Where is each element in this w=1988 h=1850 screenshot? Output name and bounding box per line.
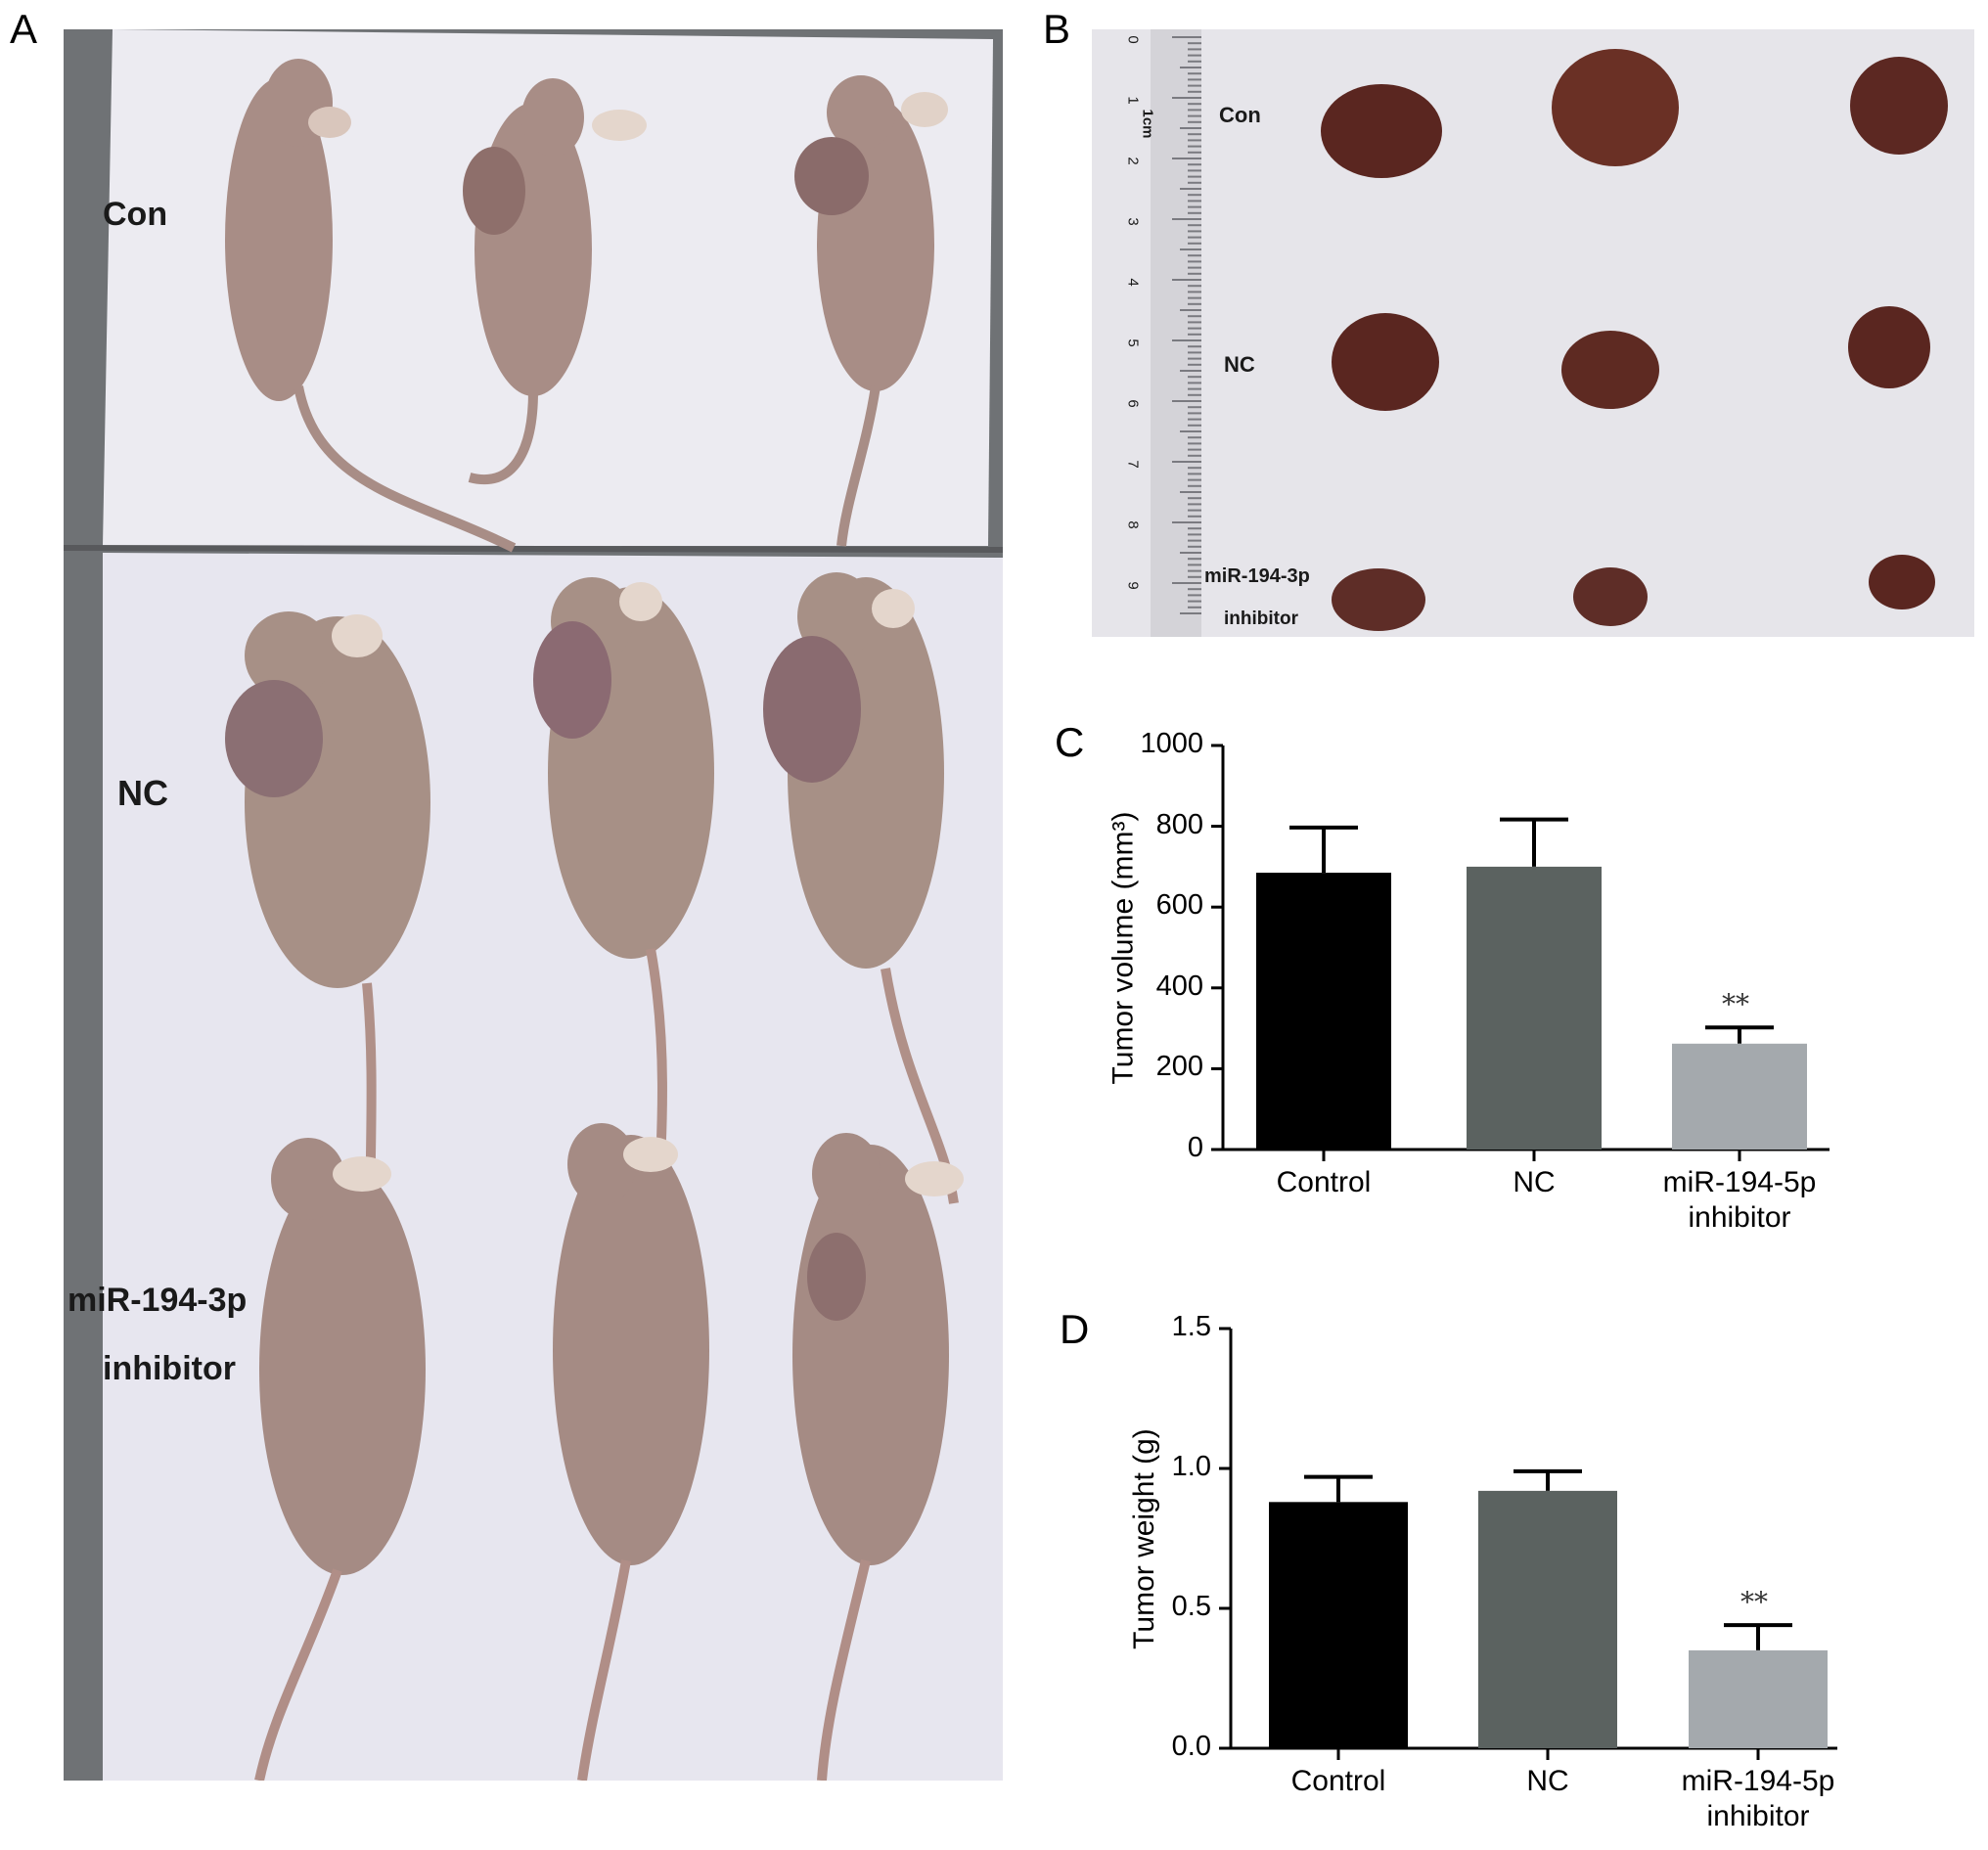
label-b-nc: NC (1224, 352, 1255, 377)
label-inhibitor: inhibitor (103, 1350, 236, 1387)
chart-tumor-weight: 0.0 0.5 1.0 1.5 Control NC miR-194-5p inhibitor… (1086, 1311, 1966, 1844)
x-category-label: Control (1221, 1764, 1456, 1799)
y-axis-title: Tumor volume (mm³) (1106, 811, 1139, 1084)
x-category-line: NC (1513, 1166, 1556, 1198)
ruler-number: 0 (1124, 35, 1142, 44)
tumor-nc-3 (1848, 306, 1930, 388)
x-category-label: miR-194-5p inhibitor (1622, 1165, 1857, 1236)
tumor-inhibitor-1 (1332, 568, 1425, 631)
label-b-inhibitor: inhibitor (1224, 609, 1298, 629)
label-mir-194-3p: miR-194-3p (68, 1282, 248, 1319)
x-category-line: Control (1276, 1166, 1372, 1198)
y-tick-label: 0.5 (1171, 1591, 1211, 1622)
mouse-inhibitor-3 (792, 1133, 964, 1781)
significance-marker: ** (1722, 988, 1749, 1021)
panel-b-letter: B (1043, 6, 1071, 52)
ruler-number: 4 (1124, 278, 1142, 287)
ruler-cm-label: 1cm (1139, 109, 1156, 139)
tumor-inhibitor-3 (1869, 555, 1935, 609)
bar-mir-194-5p-inhibitor (1672, 1043, 1807, 1150)
ruler-number: 3 (1124, 217, 1142, 226)
x-category-label: Control (1206, 1165, 1441, 1200)
label-nc: NC (117, 773, 168, 813)
mouse-con-3 (794, 75, 948, 547)
label-con: Con (103, 196, 168, 233)
ruler-number: 8 (1124, 520, 1142, 529)
y-tick-label: 600 (1155, 889, 1203, 922)
ruler-number: 2 (1124, 157, 1142, 165)
bar-control (1269, 1502, 1408, 1748)
bar-nc (1478, 1490, 1617, 1748)
y-tick-label: 1000 (1140, 728, 1203, 759)
y-tick-label: 800 (1155, 808, 1203, 840)
chart-svg (1219, 1327, 1837, 1760)
y-tick-label: 1.5 (1171, 1311, 1211, 1342)
bar-mir-194-5p-inhibitor (1689, 1649, 1828, 1748)
mouse-con-1 (225, 59, 517, 553)
panel-a-mice-photo: Con NC miR-194-3p inhibitor (64, 29, 1003, 1781)
tumor-con-1 (1321, 84, 1442, 178)
y-tick-label: 400 (1155, 970, 1203, 1002)
x-category-line: NC (1526, 1765, 1569, 1797)
x-category-line: miR-194-5p (1662, 1166, 1817, 1198)
panel-d-letter: D (1060, 1306, 1090, 1352)
tumor-inhibitor-2 (1573, 567, 1648, 626)
ruler (1151, 29, 1201, 637)
tumor-con-3 (1850, 57, 1948, 155)
mouse-nc-2 (533, 577, 714, 1253)
y-tick-label: 0.0 (1171, 1731, 1211, 1762)
ruler-number: 6 (1124, 399, 1142, 408)
bar-control (1256, 873, 1391, 1150)
mouse-con-2 (463, 78, 647, 484)
label-b-mir-194-3p: miR-194-3p (1204, 565, 1310, 587)
tumor-photo-illustration (1092, 29, 1974, 637)
mouse-inhibitor-2 (553, 1123, 709, 1781)
panel-b-tumor-photo: 0 1 2 3 4 5 6 7 8 9 1cm Con NC miR-194-3p inhibit… (1092, 29, 1974, 637)
ruler-number: 5 (1124, 338, 1142, 347)
tumor-con-2 (1552, 49, 1679, 166)
mouse-nc-1 (225, 611, 430, 1253)
x-category-label: NC (1430, 1764, 1665, 1799)
label-b-con: Con (1219, 103, 1261, 127)
x-category-line: Control (1290, 1765, 1386, 1797)
panel-a-letter: A (10, 6, 38, 52)
ruler-number: 9 (1124, 581, 1142, 590)
bar-nc (1467, 866, 1602, 1150)
x-category-label: miR-194-5p inhibitor (1641, 1764, 1875, 1834)
chart-tumor-volume: 0 200 400 600 800 1000 Control NC miR-194-5p inhi… (1086, 724, 1966, 1272)
x-category-label: NC (1417, 1165, 1651, 1200)
significance-marker: ** (1740, 1586, 1768, 1619)
y-axis-title: Tumor weight (g) (1127, 1427, 1160, 1649)
tumor-nc-2 (1561, 331, 1659, 409)
ruler-number: 7 (1124, 460, 1142, 469)
panel-c-letter: C (1055, 719, 1085, 765)
y-tick-label: 0 (1187, 1132, 1203, 1163)
mouse-inhibitor-1 (254, 1138, 426, 1781)
x-category-line: miR-194-5p (1681, 1765, 1835, 1797)
mice-photo-illustration (64, 29, 1003, 1781)
x-category-line: inhibitor (1706, 1800, 1810, 1832)
y-tick-label: 200 (1155, 1051, 1203, 1083)
tumor-nc-1 (1332, 313, 1439, 411)
chart-svg (1211, 744, 1830, 1161)
x-category-line: inhibitor (1688, 1201, 1791, 1234)
y-tick-label: 1.0 (1171, 1451, 1211, 1482)
ruler-number: 1 (1124, 96, 1142, 105)
